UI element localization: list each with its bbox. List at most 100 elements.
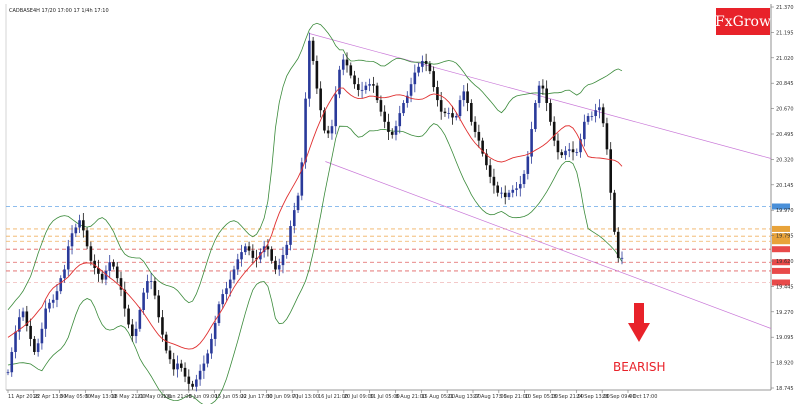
candle-body	[89, 246, 93, 261]
candle-body	[451, 113, 454, 118]
candle-body	[616, 231, 620, 258]
candle-body	[40, 328, 44, 344]
candle-body	[119, 278, 123, 290]
candle-body	[300, 162, 304, 196]
candle-body	[515, 188, 518, 190]
candle-body	[266, 246, 270, 250]
candle-body	[112, 262, 115, 267]
candle-body	[326, 130, 330, 134]
date-tick-label: 31 Jul 05:00	[370, 394, 400, 400]
brand-badge[interactable]: FxGrow	[715, 8, 771, 35]
candle-body	[357, 84, 360, 90]
candle-body	[115, 266, 119, 279]
candle-body	[270, 249, 273, 261]
candle-body	[462, 91, 466, 101]
date-tick-label: 21 May 09:00	[137, 394, 171, 400]
candle-body	[500, 192, 503, 194]
candle-body	[66, 246, 70, 270]
candle-body	[123, 289, 127, 309]
candle-body	[198, 370, 202, 380]
support-level-box	[772, 279, 790, 286]
candle-body	[292, 210, 296, 227]
support-level-box	[772, 259, 790, 266]
candle-body	[289, 226, 292, 245]
moving-average	[7, 87, 623, 350]
candle-body	[402, 102, 405, 114]
support-level-box	[772, 267, 790, 274]
candle-body	[560, 152, 564, 156]
candle-body	[341, 59, 345, 70]
candle-body	[447, 113, 451, 114]
date-tick-label: 15 Jun 05:00	[215, 394, 247, 400]
price-tick-label: 20.845	[776, 81, 794, 87]
resistance-level-box	[772, 233, 790, 240]
candle-body	[518, 184, 522, 189]
candle-body	[217, 304, 221, 324]
down-arrow-shaft	[634, 303, 644, 325]
candle-body	[36, 343, 40, 352]
price-tick-label: 18.745	[776, 386, 794, 392]
candle-body	[492, 176, 496, 186]
candle-body	[413, 72, 417, 85]
candle-body	[424, 61, 428, 64]
candle-body	[25, 311, 29, 326]
candle-body	[319, 88, 322, 111]
candle-body	[304, 98, 307, 163]
candle-body	[187, 376, 191, 384]
candle-body	[277, 265, 281, 270]
candle-body	[210, 338, 213, 354]
candle-body	[405, 95, 409, 103]
candle-body	[605, 123, 609, 150]
candle-body	[85, 230, 89, 247]
candle-body	[131, 324, 134, 337]
candle-body	[259, 252, 262, 260]
candle-body	[251, 250, 255, 258]
candle-body	[564, 150, 567, 156]
date-tick-label: 28 Sep 09:00	[602, 394, 635, 400]
candle-body	[202, 363, 206, 371]
candle-body	[179, 363, 183, 368]
candle-body	[14, 331, 17, 352]
symbol-header: CADBASE4H 17/20 17:00 17 1/4h 17:10	[9, 8, 109, 14]
date-tick-label: 4 Oct 17:00	[628, 394, 657, 400]
candle-body	[195, 379, 198, 387]
date-tick-label: 3 May 05:00	[60, 394, 91, 400]
price-tick-label: 20.320	[776, 157, 794, 163]
candle-body	[176, 363, 179, 370]
resistance-level-box	[772, 203, 790, 210]
price-tick-label: 20.495	[776, 132, 794, 138]
candle-body	[82, 220, 85, 231]
date-tick-label: 9 May 13:00	[86, 394, 117, 400]
candle-body	[398, 113, 402, 127]
down-arrow-head	[628, 323, 650, 342]
candle-body	[296, 195, 300, 211]
candle-body	[360, 89, 364, 91]
down-arrow-icon	[628, 303, 650, 342]
candle-body	[549, 102, 552, 122]
candle-body	[601, 107, 605, 124]
candle-body	[545, 88, 548, 103]
channel-lower-line	[325, 161, 772, 329]
candle-body	[221, 294, 225, 305]
candle-body	[93, 260, 96, 269]
candle-body	[507, 192, 511, 198]
date-tick-label: 20 Jul 09:00	[344, 394, 374, 400]
date-tick-label: 3 Sep 21:00	[499, 394, 529, 400]
date-tick-label: 27 Aug 17:00	[473, 394, 507, 400]
candle-body	[168, 350, 172, 360]
resistance-level-box	[772, 238, 790, 245]
candle-body	[390, 131, 394, 135]
candle-body	[436, 87, 439, 101]
candle-body	[526, 156, 530, 174]
candle-body	[244, 246, 247, 253]
date-tick-label: 24 Sep 13:00	[576, 394, 609, 400]
candle-body	[372, 84, 375, 86]
candle-body	[530, 129, 533, 157]
candle-body	[213, 323, 217, 339]
date-tick-label: 21 Aug 13:00	[447, 394, 481, 400]
candle-body	[55, 291, 59, 300]
price-tick-label: 21.370	[776, 5, 794, 11]
price-tick-label: 21.195	[776, 30, 794, 36]
